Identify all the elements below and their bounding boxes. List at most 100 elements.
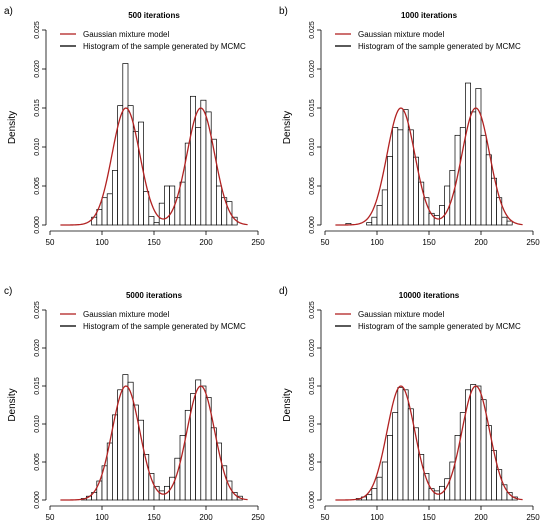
histogram-bar (371, 216, 378, 226)
histogram-bar (423, 197, 430, 226)
histogram-bar (148, 216, 155, 226)
histogram-bar (470, 384, 477, 501)
histogram-bar (501, 216, 508, 226)
mixture-model-curve (60, 385, 248, 501)
histogram-bar (127, 105, 134, 226)
histogram-bar (153, 222, 160, 226)
x-tick-label: 50 (321, 238, 330, 247)
y-tick-label: 0.025 (309, 301, 316, 319)
panel-label: a) (4, 6, 13, 17)
x-tick-label: 250 (251, 238, 265, 247)
histogram-bar (112, 170, 118, 226)
histogram-bar (402, 389, 409, 501)
x-tick-label: 50 (46, 238, 55, 247)
panel-1: a) 500 iterations 50 100 150 200 250 0.000 0.005… (4, 6, 265, 247)
histogram-bar (200, 99, 207, 226)
x-tick-label: 150 (147, 513, 161, 522)
legend-label: Histogram of the sample generated by MCM… (358, 42, 521, 51)
y-tick-label: 0.020 (34, 339, 41, 357)
legend-label: Gaussian mixture model (83, 30, 169, 39)
histogram-bar (205, 111, 212, 226)
histogram-bar (376, 205, 383, 226)
y-tick-label: 0.020 (309, 339, 316, 357)
y-tick-label: 0.010 (309, 415, 316, 433)
histogram-bar (465, 82, 471, 226)
x-tick-label: 100 (370, 238, 384, 247)
y-tick-label: 0.015 (34, 377, 41, 395)
histogram-bar (465, 389, 471, 501)
histogram-bar (143, 191, 150, 226)
histogram-bar (397, 129, 404, 226)
y-tick-label: 0.000 (34, 216, 41, 234)
y-tick-label: 0.020 (309, 60, 316, 78)
histogram-bar (179, 181, 186, 226)
histogram-bar (190, 95, 196, 226)
histogram-bar (366, 222, 373, 226)
y-tick-label: 0.015 (309, 99, 316, 117)
legend-label: Gaussian mixture model (358, 30, 444, 39)
legend-label: Histogram of the sample generated by MCM… (83, 42, 246, 51)
histogram-bar (423, 473, 430, 501)
x-tick-label: 50 (46, 513, 55, 522)
histogram-bar (381, 461, 388, 501)
histogram-bar (195, 127, 202, 226)
x-tick-label: 150 (422, 238, 436, 247)
histogram-bar (117, 389, 124, 501)
panel-4: d) 10000 iterations 50 100 150 200 250 0.000 0.0… (279, 286, 540, 522)
x-tick-label: 50 (321, 513, 330, 522)
mixture-model-curve (335, 107, 523, 226)
y-tick-label: 0.000 (309, 216, 316, 234)
panel-title: 5000 iterations (126, 291, 183, 300)
histogram-bar (392, 127, 399, 226)
mixture-model-curve (60, 107, 248, 226)
x-tick-label: 250 (526, 513, 540, 522)
x-tick-label: 250 (251, 513, 265, 522)
y-tick-label: 0.005 (309, 453, 316, 471)
histogram-bar (138, 419, 144, 501)
histogram-bar (122, 63, 129, 226)
y-axis-label: Density (282, 111, 293, 144)
y-tick-label: 0.010 (34, 138, 41, 156)
histogram-bar (226, 201, 233, 226)
histogram-bar (210, 138, 217, 226)
y-tick-label: 0.015 (34, 99, 41, 117)
y-tick-label: 0.000 (34, 491, 41, 509)
histogram-bar (470, 111, 477, 226)
histogram-bar (184, 142, 191, 226)
panel-title: 500 iterations (128, 11, 180, 20)
histogram-bar (480, 134, 487, 226)
x-tick-label: 150 (147, 238, 161, 247)
histogram-bar (418, 181, 425, 226)
y-tick-label: 0.025 (34, 21, 41, 39)
x-tick-label: 250 (526, 238, 540, 247)
y-tick-label: 0.010 (309, 138, 316, 156)
histogram-bar (195, 379, 202, 501)
y-tick-label: 0.005 (309, 177, 316, 195)
legend-label: Histogram of the sample generated by MCM… (358, 322, 521, 331)
x-tick-label: 100 (370, 513, 384, 522)
histogram-bar (387, 156, 393, 226)
panel-2: b) 1000 iterations 50 100 150 200 250 0.000 0.00… (279, 6, 540, 247)
histogram-bar (371, 488, 378, 501)
histogram-bar (216, 185, 222, 226)
panel-title: 1000 iterations (401, 11, 458, 20)
panel-label: d) (279, 286, 288, 297)
histogram-bar (200, 385, 207, 501)
y-axis-label: Density (7, 388, 18, 421)
histogram-bar (387, 435, 393, 501)
histogram-bar (122, 374, 129, 501)
mixture-model-curve (335, 385, 523, 501)
histogram-bar (506, 220, 513, 226)
histogram-bar (392, 412, 399, 501)
x-tick-label: 150 (422, 513, 436, 522)
panel-label: b) (279, 6, 288, 17)
x-tick-label: 200 (199, 513, 213, 522)
histogram-bar (397, 387, 404, 501)
y-tick-label: 0.005 (34, 453, 41, 471)
x-tick-label: 200 (474, 238, 488, 247)
histogram-bar (158, 202, 165, 226)
legend-label: Gaussian mixture model (83, 310, 169, 319)
histogram-bar (480, 399, 487, 501)
y-tick-label: 0.025 (34, 301, 41, 319)
